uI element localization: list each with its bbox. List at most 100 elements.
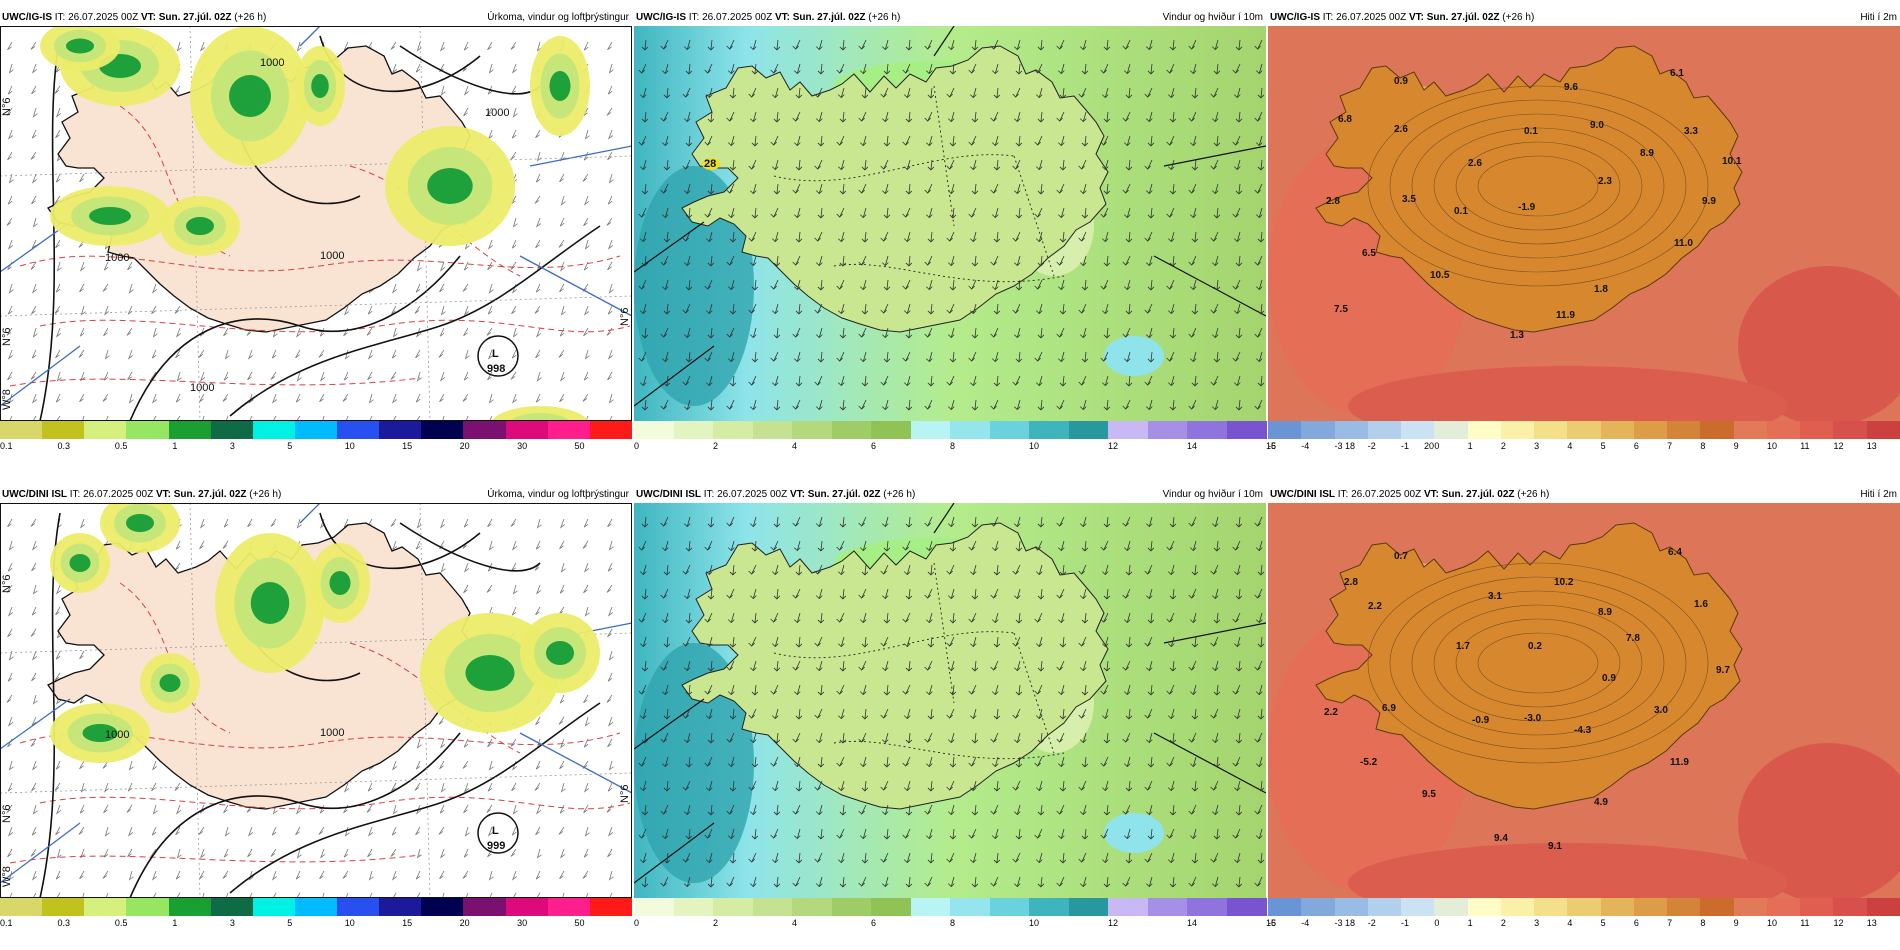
legend-tick: 1: [172, 441, 178, 451]
temperature-value: 0.2: [1528, 641, 1542, 652]
legend-tick: 1: [1467, 918, 1473, 928]
legend-swatch: [1147, 421, 1188, 439]
temperature-value: 6.8: [1338, 114, 1352, 125]
legend-swatch: [210, 421, 254, 439]
legend-swatch: [1833, 421, 1868, 439]
legend-tick: 1: [1467, 441, 1473, 451]
temperature-value: 8.9: [1598, 607, 1612, 618]
legend-swatch: [42, 898, 85, 916]
legend-tick: 7: [1667, 441, 1673, 451]
wind-panel-row2: UWC/DINI ISL IT: 26.07.2025 00Z VT: Sun.…: [634, 487, 1355, 932]
legend-tick: 0.5: [114, 918, 128, 928]
legend-swatch: [505, 421, 549, 439]
legend-tick: -4: [1301, 441, 1310, 451]
legend-tick: 2: [713, 918, 719, 928]
legend-tick: -4: [1301, 918, 1310, 928]
legend-tick: 3: [1534, 441, 1540, 451]
legend-tick: 0: [1434, 441, 1440, 451]
panel-title: Vindur og hviður í 10m: [1162, 12, 1263, 23]
legend-swatch: [505, 898, 549, 916]
temperature-value: 2.3: [1598, 176, 1612, 187]
wind-arrows: [638, 516, 1265, 888]
map-view: 0.7 6.4 2.8 3.1 10.2 2.2 8.9 1.6 1.7 0.2 7.8 9.7 0.9…: [1268, 503, 1900, 898]
legend-swatch: [1301, 421, 1335, 439]
legend-tick: 0.3: [57, 441, 70, 451]
legend-tick: 0: [1434, 918, 1440, 928]
temperature-value: 9.4: [1494, 833, 1508, 844]
temperature-value: 9.1: [1548, 841, 1562, 852]
legend-swatch: [634, 421, 674, 439]
legend-swatch: [713, 421, 753, 439]
legend-tick: -1: [1401, 441, 1410, 451]
legend-tick: 10: [1029, 441, 1040, 451]
legend-tick: 4: [792, 441, 798, 451]
legend-swatch: [1467, 898, 1502, 916]
temp-colorbar: -5 -4 -3 -2 -1 0 1 2 3 4 5 6 7 8 9 10 11 12 13: [1268, 421, 1900, 451]
legend-tick: 18: [1345, 918, 1356, 928]
legend-tick: -2: [1367, 918, 1376, 928]
legend-tick: 30: [517, 441, 528, 451]
legend-tick: 20: [1424, 441, 1435, 451]
legend-tick: 10: [1766, 441, 1777, 451]
legend-swatch: [252, 898, 296, 916]
legend-tick: 10: [344, 918, 355, 928]
precip-colorbar: 0.1 0.3 0.5 1 3 5 10 15 20 30 50: [0, 421, 633, 451]
legend-swatch: [1600, 421, 1635, 439]
legend-swatch: [673, 898, 714, 916]
legend-tick: 18: [1345, 441, 1356, 451]
legend-tick: 50: [574, 918, 585, 928]
temperature-value: 0.9: [1394, 76, 1408, 87]
legend-tick: 12: [1833, 918, 1844, 928]
legend-tick: 4: [1567, 441, 1573, 451]
longitude-label: N°6: [619, 308, 631, 326]
longitude-label: W°8: [1, 389, 13, 410]
legend-tick: 8: [950, 441, 956, 451]
legend-swatch: [1667, 421, 1701, 439]
precip-panel-row1: UWC/IG-IS IT: 26.07.2025 00Z VT: Sun. 27…: [0, 10, 633, 455]
isobar-label: 1000: [105, 729, 129, 741]
legend-tick: 0: [634, 441, 640, 451]
legend-tick: 12: [1833, 441, 1844, 451]
run-info: UWC/IG-IS IT: 26.07.2025 00Z VT: Sun. 27…: [1270, 12, 1535, 23]
legend-tick: 12: [1108, 441, 1119, 451]
temperature-value: 10.1: [1722, 156, 1742, 167]
legend-tick: 14: [1187, 918, 1198, 928]
legend-tick: 0.5: [114, 441, 128, 451]
legend-swatch: [713, 898, 753, 916]
legend-tick: 12: [1108, 918, 1119, 928]
legend-swatch: [168, 421, 212, 439]
legend-swatch: [463, 898, 507, 916]
legend-swatch: [1567, 421, 1602, 439]
low-pressure-value: 999: [487, 840, 505, 852]
temperature-value: 9.9: [1702, 196, 1716, 207]
legend-tick: 13: [1866, 441, 1877, 451]
legend-swatch: [1068, 898, 1109, 916]
legend-swatch: [1866, 898, 1900, 916]
longitude-label: W°8: [1, 866, 13, 887]
temperature-value: 6.4: [1668, 547, 1682, 558]
temperature-value: 2.2: [1368, 601, 1382, 612]
longitude-label: N°6: [1, 328, 13, 346]
legend-swatch: [1800, 898, 1834, 916]
legend-swatch: [210, 898, 254, 916]
run-info: UWC/DINI ISL IT: 26.07.2025 00Z VT: Sun.…: [2, 489, 282, 500]
temperature-value: 1.3: [1510, 330, 1524, 341]
legend-tick: 3: [1534, 918, 1540, 928]
legend-swatch: [463, 421, 507, 439]
legend-tick: 50: [574, 441, 585, 451]
legend-swatch: [752, 421, 793, 439]
legend-swatch: [989, 421, 1030, 439]
map-view: 28: [634, 26, 1266, 421]
legend-swatch: [1500, 421, 1535, 439]
legend-tick: 9: [1733, 918, 1739, 928]
legend-tick: 4: [1567, 918, 1573, 928]
legend-swatch: [84, 898, 127, 916]
legend-tick: 3: [229, 441, 235, 451]
legend-swatch: [1633, 898, 1668, 916]
map-view: 6.1 0.9 9.6 6.8 2.6 0.1 9.0 3.3 8.9 10.1 2.6 2.3 2.8…: [1268, 26, 1900, 421]
wind-gust-marker: 28: [704, 158, 716, 170]
legend-swatch: [42, 421, 85, 439]
legend-swatch: [1700, 421, 1735, 439]
legend-tick: 5: [287, 441, 293, 451]
legend-swatch: [379, 421, 422, 439]
